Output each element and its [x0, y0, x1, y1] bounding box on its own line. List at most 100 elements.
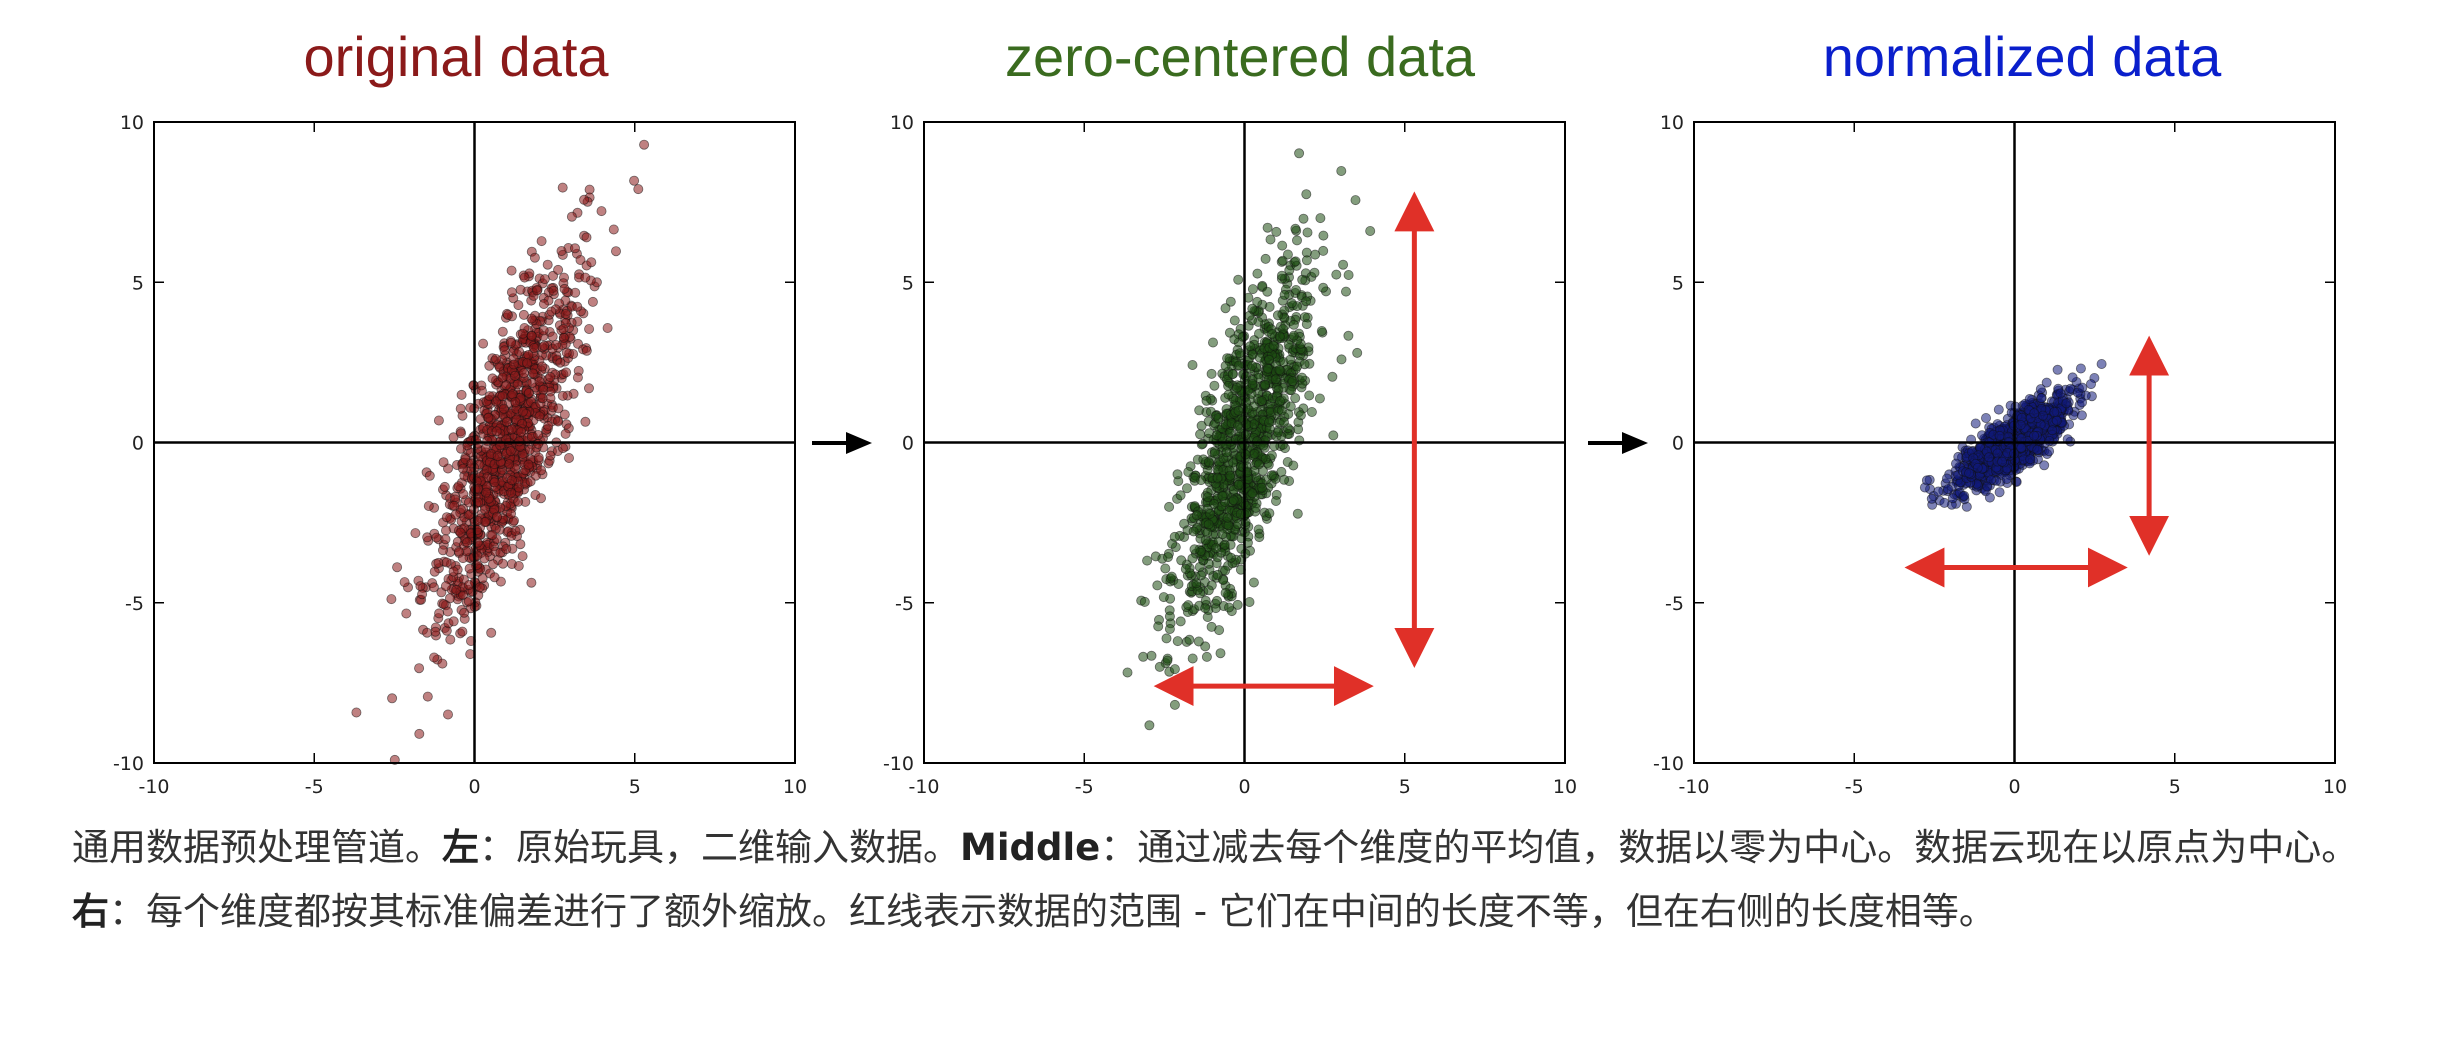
scatter-point — [440, 534, 451, 545]
scatter-point — [581, 345, 592, 356]
scatter-point — [1256, 482, 1267, 493]
scatter-point — [486, 627, 497, 638]
tick-marks — [923, 121, 1566, 764]
scatter-point — [1268, 340, 1279, 351]
scatter-point — [1231, 382, 1242, 393]
scatter-point — [490, 396, 501, 407]
scatter-point — [513, 561, 524, 572]
scatter-point — [629, 175, 640, 186]
scatter-point — [512, 379, 523, 390]
scatter-point — [559, 283, 570, 294]
scatter-point — [506, 287, 517, 298]
scatter-point — [1139, 596, 1150, 607]
scatter-point — [1926, 493, 1937, 504]
scatter-point — [1972, 462, 1983, 473]
scatter-point — [351, 707, 362, 718]
scatter-point — [1264, 354, 1275, 365]
scatter-point — [1338, 259, 1349, 270]
scatter-point — [451, 584, 462, 595]
scatter-points-zero-centered — [1122, 148, 1376, 731]
scatter-point — [1247, 360, 1258, 371]
scatter-point — [1285, 401, 1296, 412]
scatter-point — [1286, 385, 1297, 396]
scatter-point — [564, 452, 575, 463]
scatter-point — [529, 252, 540, 263]
scatter-point — [1314, 393, 1325, 404]
scatter-point — [433, 415, 444, 426]
scatter-point — [1175, 616, 1186, 627]
scatter-point — [560, 308, 571, 319]
y-tick-label: 5 — [902, 272, 914, 294]
scatter-point — [1272, 310, 1283, 321]
scatter-point — [1301, 189, 1312, 200]
scatter-point — [1997, 456, 2008, 467]
panel-title-normalized: normalized data — [1823, 25, 2222, 88]
scatter-point — [517, 328, 528, 339]
scatter-point — [1180, 564, 1191, 575]
scatter-point — [584, 383, 595, 394]
tick-marks — [153, 121, 796, 764]
x-tick-label: 5 — [2169, 776, 2181, 798]
caption-right-label: 右 — [72, 890, 109, 933]
scatter-point — [1229, 334, 1240, 345]
y-tick-label: -5 — [1665, 593, 1684, 615]
scatter-point — [523, 349, 534, 360]
scatter-point — [497, 326, 508, 337]
scatter-point — [441, 557, 452, 568]
scatter-point — [2075, 363, 2086, 374]
scatter-point — [492, 451, 503, 462]
scatter-point — [1154, 661, 1165, 672]
x-tick-label: 0 — [468, 776, 480, 798]
figure-caption: 通用数据预处理管道。左：原始玩具，二维输入数据。Middle：通过减去每个维度的… — [72, 816, 2402, 944]
scatter-point — [556, 245, 567, 256]
scatter-point — [1285, 354, 1296, 365]
scatter-point — [572, 372, 583, 383]
scatter-point — [487, 373, 498, 384]
scatter-point — [1921, 475, 1932, 486]
scatter-point — [410, 528, 421, 539]
caption-right-text: ：每个维度都按其标准偏差进行了额外缩放。红线表示数据的范围 - 它们在中间的长度… — [109, 890, 1996, 933]
scatter-point — [1233, 479, 1244, 490]
y-tick-label: 5 — [132, 272, 144, 294]
scatter-point — [422, 532, 433, 543]
scatter-point — [1301, 319, 1312, 330]
scatter-point — [1304, 390, 1315, 401]
scatter-point — [2016, 442, 2027, 453]
scatter-point — [1292, 508, 1303, 519]
scatter-point — [456, 389, 467, 400]
scatter-point — [580, 416, 591, 427]
scatter-point — [2035, 384, 2046, 395]
scatter-point — [553, 416, 564, 427]
scatter-point — [555, 357, 566, 368]
caption-middle-text: ：通过减去每个维度的平均值，数据以零为中心。数据云现在以原点为中心。 — [1100, 826, 2359, 869]
scatter-point — [417, 589, 428, 600]
scatter-point — [1173, 579, 1184, 590]
caption-middle-label: Middle — [960, 826, 1101, 869]
scatter-point — [1306, 406, 1317, 417]
scatter-point — [513, 482, 524, 493]
scatter-point — [459, 607, 470, 618]
scatter-point — [497, 372, 508, 383]
scatter-point — [1297, 274, 1308, 285]
scatter-point — [450, 509, 461, 520]
scatter-point — [1350, 195, 1361, 206]
scatter-point — [1341, 286, 1352, 297]
scatter-point — [448, 566, 459, 577]
scatter-point — [1209, 380, 1220, 391]
scatter-point — [457, 626, 468, 637]
y-tick-label: 0 — [1672, 433, 1684, 455]
scatter-point — [529, 342, 540, 353]
scatter-point — [639, 139, 650, 150]
scatter-point — [1265, 234, 1276, 245]
scatter-point — [1241, 419, 1252, 430]
scatter-point — [2077, 382, 2088, 393]
scatter-point — [1153, 621, 1164, 632]
scatter-point — [1227, 369, 1238, 380]
x-tick-labels: -10 -5 0 5 10 — [908, 776, 1577, 798]
x-tick-labels: -10 -5 0 5 10 — [1678, 776, 2347, 798]
scatter-point — [526, 577, 537, 588]
scatter-point — [2001, 473, 2012, 484]
transition-arrow-2 — [1588, 432, 1648, 454]
scatter-point — [414, 728, 425, 739]
scatter-point — [510, 526, 521, 537]
